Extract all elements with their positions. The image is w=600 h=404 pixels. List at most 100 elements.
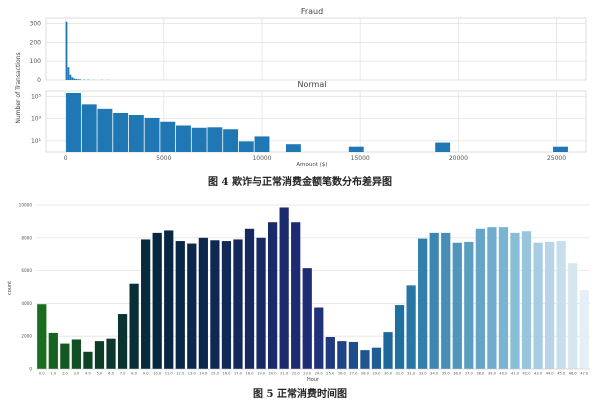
hour-y-tick-label: 2000 (21, 334, 32, 339)
hour-bar (429, 232, 439, 369)
normal-bars (66, 92, 568, 152)
hour-bar (521, 231, 532, 369)
hour-x-tick-label: 38.0 (476, 372, 485, 376)
fraud-bar (65, 21, 68, 80)
hour-x-tick-label: 20.0 (269, 372, 278, 376)
hour-bar (244, 228, 255, 369)
normal-x-tick-label: 20000 (449, 155, 468, 162)
hour-x-tick-label: 13.0 (188, 372, 197, 376)
hour-panel: 0 2000 4000 6000 8000 10000 0.0 1.0 2.0 3.0 4.0 5.… (7, 203, 590, 383)
fraud-y-tick-label: 100 (30, 58, 42, 65)
hour-x-tick-label: 22.0 (292, 372, 301, 376)
hour-y-tick-label: 8000 (21, 235, 32, 240)
normal-panel: 10⁵ 10³ 10¹ 0 5000 10000 15000 20000 25000 Norm… (31, 80, 587, 168)
fraud-bar (77, 79, 80, 80)
hour-x-tick-label: 1.0 (50, 372, 56, 376)
hour-x-tick-label: 34.0 (430, 372, 439, 376)
hour-bar (452, 242, 462, 369)
hour-bar (279, 207, 289, 369)
normal-bar (81, 104, 97, 152)
normal-bar (160, 121, 176, 152)
hour-bar (556, 241, 566, 369)
hour-x-tick-label: 6.0 (108, 372, 114, 376)
fig5-y-axis-title: count (7, 281, 13, 295)
hour-bar (94, 341, 105, 369)
hour-bar (129, 283, 139, 369)
hour-bar (348, 341, 359, 369)
normal-x-tick-label: 0 (64, 155, 68, 162)
hour-x-tick-label: 9.0 (143, 372, 149, 376)
hour-bar (533, 242, 543, 369)
normal-y-ticks: 10⁵ 10³ 10¹ (31, 93, 42, 145)
fraud-bar (75, 79, 78, 80)
hour-x-tick-label: 28.0 (361, 372, 370, 376)
normal-bar (207, 127, 223, 152)
hour-x-tick-label: 7.0 (120, 372, 126, 376)
normal-y-tick-label: 10¹ (31, 138, 42, 145)
hour-x-tick-label: 29.0 (372, 372, 381, 376)
hour-x-tick-label: 43.0 (534, 372, 543, 376)
hour-x-tick-label: 30.0 (384, 372, 393, 376)
normal-x-tick-label: 25000 (547, 155, 566, 162)
hour-x-tick-label: 39.0 (488, 372, 497, 376)
hour-y-tick-label: 0 (29, 367, 32, 372)
hour-x-tick-label: 12.0 (176, 372, 185, 376)
hour-x-tick-label: 42.0 (523, 372, 532, 376)
hour-x-tick-label: 40.0 (499, 372, 508, 376)
hour-bar (187, 243, 197, 369)
hour-bar (441, 232, 451, 369)
hour-bar (302, 268, 312, 369)
hour-x-tick-label: 16.0 (222, 372, 231, 376)
normal-bar (66, 92, 81, 152)
hour-x-tick-label: 31.0 (396, 372, 405, 376)
hour-x-tick-label: 45.0 (557, 372, 566, 376)
fraud-bar (73, 78, 76, 80)
hour-x-tick-label: 32.0 (407, 372, 416, 376)
hour-bar (221, 241, 232, 369)
fraud-y-tick-label: 300 (30, 21, 42, 28)
hour-bar (314, 307, 324, 369)
hour-x-tick-label: 21.0 (280, 372, 289, 376)
normal-bar (128, 114, 144, 152)
figure4-caption: 图 4 欺诈与正常消费金额笔数分布差异图 (208, 175, 392, 188)
figure5-caption: 图 5 正常消费时间图 (253, 387, 347, 400)
hour-x-tick-label: 46.0 (569, 372, 578, 376)
hour-bar (418, 238, 428, 369)
hour-x-tick-label: 36.0 (453, 372, 462, 376)
hour-bar (152, 232, 162, 369)
hour-y-ticks: 0 2000 4000 6000 8000 10000 (19, 203, 33, 372)
hour-bar (568, 263, 578, 369)
fraud-gridlines (46, 18, 586, 81)
hour-bar (325, 337, 335, 369)
hour-x-tick-label: 8.0 (131, 372, 137, 376)
hour-bar (371, 347, 382, 369)
hour-x-tick-label: 25.0 (326, 372, 335, 376)
hour-x-tick-label: 41.0 (511, 372, 520, 376)
fraud-bar (67, 67, 70, 80)
fraud-bar (69, 74, 72, 80)
hour-bar (198, 237, 208, 369)
fraud-bar (79, 79, 82, 80)
hour-x-tick-label: 2.0 (62, 372, 68, 376)
normal-bar (176, 125, 191, 152)
normal-bar (435, 142, 451, 152)
hour-y-tick-label: 6000 (21, 268, 32, 273)
hour-x-tick-label: 33.0 (419, 372, 428, 376)
fraud-plot-frame (45, 17, 587, 81)
hour-x-tick-label: 5.0 (97, 372, 103, 376)
hour-bar (106, 338, 116, 369)
hour-x-tick-label: 11.0 (165, 372, 174, 376)
fig5-x-axis-title: Hour (307, 377, 320, 383)
hour-bars (37, 207, 589, 369)
fig4-y-axis-title: Number of Transactions (15, 52, 22, 123)
normal-bar (238, 141, 254, 152)
hour-x-tick-label: 15.0 (211, 372, 220, 376)
normal-bar (223, 129, 239, 152)
hour-bar (337, 341, 347, 369)
hour-x-tick-label: 23.0 (303, 372, 312, 376)
hour-bar (579, 290, 589, 369)
hour-x-tick-label: 3.0 (74, 372, 80, 376)
hour-x-tick-label: 14.0 (199, 372, 208, 376)
normal-y-tick-label: 10⁵ (31, 93, 42, 100)
